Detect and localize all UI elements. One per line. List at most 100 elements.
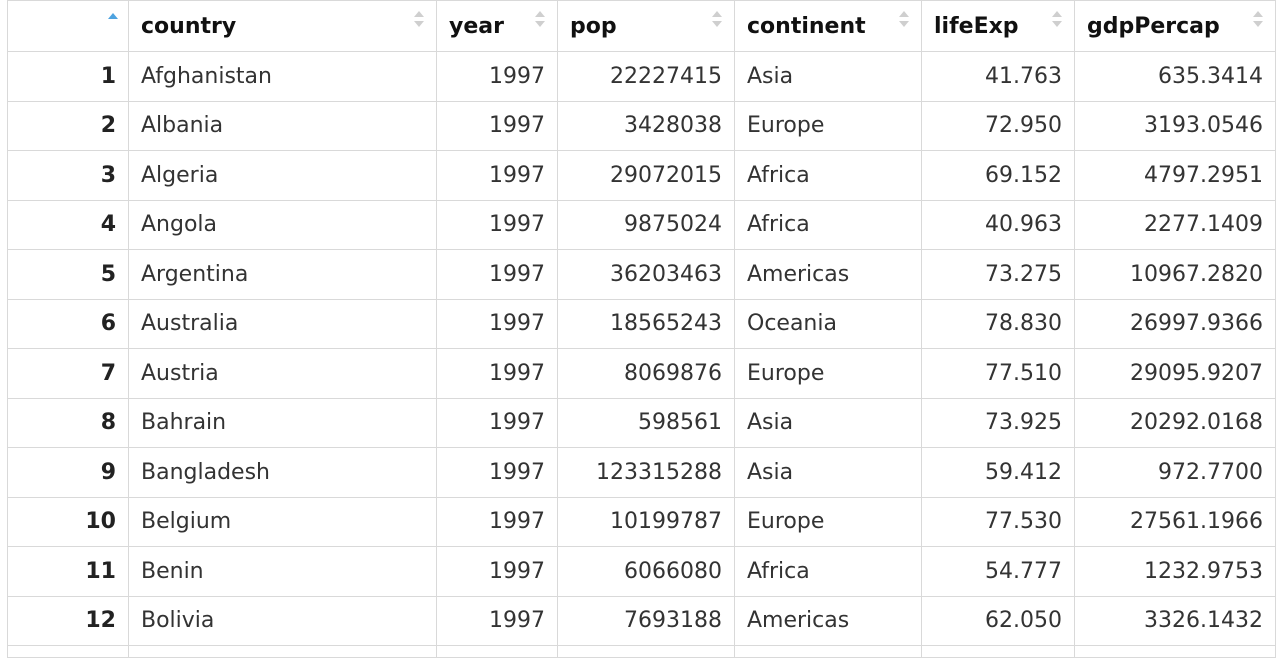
cell-empty (921, 645, 1075, 658)
cell-country: Belgium (128, 496, 437, 547)
sort-ascending-icon[interactable] (108, 11, 118, 33)
row-index: 4 (7, 199, 129, 250)
cell-continent: Africa (734, 199, 922, 250)
column-header-year[interactable]: year (436, 0, 558, 52)
column-header-pop[interactable]: pop (557, 0, 735, 52)
cell-year: 1997 (436, 496, 558, 547)
cell-lifeexp: 69.152 (921, 150, 1075, 201)
row-index: 1 (7, 51, 129, 102)
cell-lifeexp: 59.412 (921, 447, 1075, 498)
column-header-country[interactable]: country (128, 0, 437, 52)
cell-country: Angola (128, 199, 437, 250)
table-row: 5 Argentina 1997 36203463 Americas 73.27… (7, 249, 1276, 300)
cell-continent: Americas (734, 249, 922, 300)
cell-continent: Asia (734, 447, 922, 498)
table-row: 7 Austria 1997 8069876 Europe 77.510 290… (7, 348, 1276, 399)
cell-gdppercap: 3193.0546 (1074, 100, 1276, 151)
cell-gdppercap: 635.3414 (1074, 51, 1276, 102)
cell-lifeexp: 77.530 (921, 496, 1075, 547)
cell-empty (557, 645, 735, 658)
cell-year: 1997 (436, 100, 558, 151)
cell-continent: Europe (734, 496, 922, 547)
sort-icon[interactable] (712, 9, 722, 31)
sort-icon[interactable] (899, 9, 909, 31)
column-label: year (449, 13, 504, 39)
cell-country: Bahrain (128, 397, 437, 448)
cell-country: Benin (128, 546, 437, 597)
cell-pop: 22227415 (557, 51, 735, 102)
cell-country: Albania (128, 100, 437, 151)
cell-gdppercap: 10967.2820 (1074, 249, 1276, 300)
row-index: 2 (7, 100, 129, 151)
cell-continent: Oceania (734, 298, 922, 349)
column-label: country (141, 13, 237, 39)
cell-gdppercap: 26997.9366 (1074, 298, 1276, 349)
column-label: gdpPercap (1087, 13, 1220, 39)
cell-empty (734, 645, 922, 658)
sort-icon[interactable] (1052, 9, 1062, 31)
cell-lifeexp: 62.050 (921, 595, 1075, 646)
sort-icon[interactable] (414, 9, 424, 31)
table-body: 1 Afghanistan 1997 22227415 Asia 41.763 … (7, 51, 1276, 658)
cell-year: 1997 (436, 348, 558, 399)
cell-year: 1997 (436, 249, 558, 300)
column-header-continent[interactable]: continent (734, 0, 922, 52)
cell-year: 1997 (436, 546, 558, 597)
sort-icon[interactable] (1253, 9, 1263, 31)
sort-icon[interactable] (535, 9, 545, 31)
cell-gdppercap: 29095.9207 (1074, 348, 1276, 399)
cell-gdppercap: 27561.1966 (1074, 496, 1276, 547)
cell-country: Argentina (128, 249, 437, 300)
cell-year: 1997 (436, 397, 558, 448)
column-header-index[interactable] (7, 0, 129, 52)
row-index: 5 (7, 249, 129, 300)
cell-gdppercap: 20292.0168 (1074, 397, 1276, 448)
cell-empty (1074, 645, 1276, 658)
table-row: 10 Belgium 1997 10199787 Europe 77.530 2… (7, 496, 1276, 547)
cell-gdppercap: 2277.1409 (1074, 199, 1276, 250)
table-row-partial (7, 645, 1276, 658)
table-row: 11 Benin 1997 6066080 Africa 54.777 1232… (7, 546, 1276, 597)
table-row: 3 Algeria 1997 29072015 Africa 69.152 47… (7, 150, 1276, 201)
cell-year: 1997 (436, 595, 558, 646)
cell-empty (7, 645, 129, 658)
cell-country: Algeria (128, 150, 437, 201)
cell-continent: Americas (734, 595, 922, 646)
table-row: 8 Bahrain 1997 598561 Asia 73.925 20292.… (7, 397, 1276, 448)
row-index: 3 (7, 150, 129, 201)
cell-lifeexp: 41.763 (921, 51, 1075, 102)
cell-country: Australia (128, 298, 437, 349)
row-index: 11 (7, 546, 129, 597)
cell-pop: 123315288 (557, 447, 735, 498)
cell-lifeexp: 73.925 (921, 397, 1075, 448)
row-index: 9 (7, 447, 129, 498)
row-index: 10 (7, 496, 129, 547)
cell-pop: 10199787 (557, 496, 735, 547)
cell-pop: 29072015 (557, 150, 735, 201)
column-header-gdppercap[interactable]: gdpPercap (1074, 0, 1276, 52)
cell-empty (128, 645, 437, 658)
table-row: 4 Angola 1997 9875024 Africa 40.963 2277… (7, 199, 1276, 250)
column-label: lifeExp (934, 13, 1019, 39)
data-table: country year pop continent lifeExp gdpPe… (7, 0, 1276, 658)
cell-continent: Europe (734, 100, 922, 151)
row-index: 8 (7, 397, 129, 448)
cell-lifeexp: 40.963 (921, 199, 1075, 250)
cell-pop: 6066080 (557, 546, 735, 597)
cell-pop: 18565243 (557, 298, 735, 349)
cell-lifeexp: 77.510 (921, 348, 1075, 399)
table-row: 2 Albania 1997 3428038 Europe 72.950 319… (7, 100, 1276, 151)
cell-continent: Europe (734, 348, 922, 399)
column-header-lifeexp[interactable]: lifeExp (921, 0, 1075, 52)
cell-gdppercap: 4797.2951 (1074, 150, 1276, 201)
cell-pop: 36203463 (557, 249, 735, 300)
cell-pop: 7693188 (557, 595, 735, 646)
table-row: 6 Australia 1997 18565243 Oceania 78.830… (7, 298, 1276, 349)
cell-empty (436, 645, 558, 658)
header-row: country year pop continent lifeExp gdpPe… (7, 0, 1276, 52)
cell-gdppercap: 1232.9753 (1074, 546, 1276, 597)
cell-lifeexp: 78.830 (921, 298, 1075, 349)
cell-pop: 3428038 (557, 100, 735, 151)
row-index: 6 (7, 298, 129, 349)
table-row: 1 Afghanistan 1997 22227415 Asia 41.763 … (7, 51, 1276, 102)
